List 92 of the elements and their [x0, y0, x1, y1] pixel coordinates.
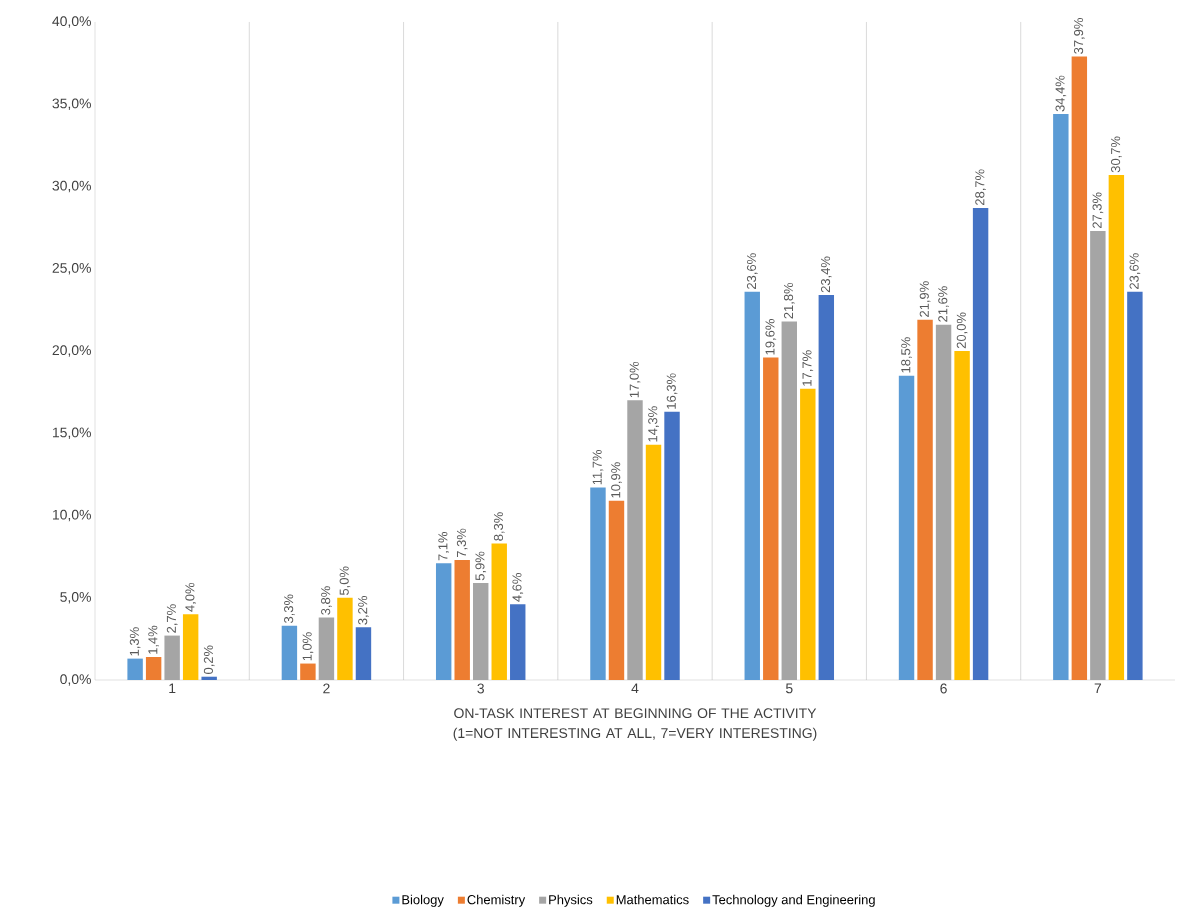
- data-label: 34,4%: [1055, 75, 1067, 112]
- bar: [954, 351, 970, 680]
- bar: [300, 663, 316, 680]
- y-tick-label: 35,0%: [52, 98, 91, 110]
- bar: [182, 614, 199, 680]
- data-label: 23,6%: [1129, 253, 1141, 289]
- data-label: 17,0%: [629, 361, 641, 398]
- data-label: 21,9%: [919, 281, 931, 317]
- data-label: 21,8%: [783, 282, 795, 319]
- legend-label: Technology and Engineering: [712, 894, 875, 907]
- bar: [127, 658, 143, 680]
- y-tick-label: 30,0%: [52, 180, 91, 193]
- data-label: 17,7%: [802, 350, 814, 386]
- bar: [1108, 174, 1125, 680]
- legend-label: Biology: [402, 894, 444, 907]
- data-label: 1,4%: [148, 625, 159, 654]
- bar: [744, 291, 760, 680]
- bar: [800, 388, 816, 680]
- data-label: 37,9%: [1073, 18, 1085, 54]
- legend-label: Chemistry: [467, 894, 526, 907]
- legend-label: Mathematics: [616, 894, 689, 905]
- data-label: 11,7%: [592, 450, 604, 485]
- data-label: 20,0%: [956, 312, 968, 349]
- bar: [454, 559, 470, 680]
- data-label: 23,6%: [746, 253, 758, 289]
- data-label: 3,2%: [358, 596, 369, 625]
- data-label: 2,7%: [166, 604, 178, 633]
- data-label: 18,5%: [901, 337, 912, 373]
- data-label: 27,3%: [1092, 192, 1104, 229]
- bar: [510, 604, 526, 680]
- bar: [1090, 230, 1106, 680]
- bar: [818, 295, 835, 680]
- data-label: 4,6%: [512, 573, 524, 602]
- data-label: 3,8%: [321, 586, 332, 615]
- y-tick-label: 0,0%: [60, 674, 91, 686]
- bar: [608, 500, 625, 680]
- bar: [201, 676, 217, 680]
- data-label: 1,0%: [302, 632, 314, 661]
- bar: [491, 543, 507, 680]
- x-tick-label: 6: [940, 683, 947, 694]
- x-tick-label: 3: [477, 683, 484, 694]
- bar: [917, 319, 933, 680]
- data-label: 28,7%: [975, 169, 986, 206]
- bar: [281, 625, 298, 680]
- y-tick-label: 40,0%: [52, 16, 91, 28]
- data-label: 3,3%: [284, 594, 295, 624]
- y-tick-label: 10,0%: [52, 509, 91, 522]
- data-label: 5,9%: [475, 551, 487, 581]
- y-tick-label: 20,0%: [52, 345, 91, 357]
- data-label: 14,3%: [648, 406, 659, 442]
- data-label: 21,6%: [938, 286, 949, 322]
- bar: [1071, 56, 1088, 680]
- bar: [435, 563, 452, 680]
- data-label: 23,4%: [820, 256, 832, 293]
- bar: [627, 400, 643, 680]
- data-label: 7,1%: [438, 531, 450, 561]
- bar: [898, 375, 915, 680]
- data-label: 7,3%: [456, 528, 468, 558]
- data-label: 8,3%: [493, 512, 505, 541]
- bar: [781, 321, 797, 680]
- bar: [972, 207, 989, 680]
- data-label: 10,9%: [611, 462, 622, 498]
- y-tick-label: 5,0%: [60, 591, 91, 604]
- x-tick-label: 4: [631, 683, 639, 694]
- bar: [318, 617, 335, 680]
- data-label: 0,2%: [203, 645, 215, 675]
- data-label: 19,6%: [765, 319, 777, 355]
- data-label: 5,0%: [339, 566, 351, 596]
- y-tick-label: 25,0%: [52, 262, 91, 275]
- bar: [1127, 291, 1143, 680]
- bar: [590, 487, 606, 680]
- bar: [1053, 114, 1069, 680]
- x-tick-label: 5: [785, 683, 793, 694]
- data-label: 4,0%: [185, 582, 197, 612]
- bar: [664, 411, 680, 680]
- y-tick-label: 15,0%: [52, 427, 91, 440]
- bar: [473, 582, 489, 680]
- x-tick-label: 2: [323, 683, 330, 694]
- legend-label: Physics: [549, 894, 593, 907]
- bar: [935, 324, 952, 680]
- bar: [355, 627, 372, 680]
- data-label: 16,3%: [666, 373, 678, 409]
- data-label: 1,3%: [129, 627, 141, 656]
- data-label: 30,7%: [1111, 136, 1122, 173]
- x-tick-label: 1: [169, 683, 176, 694]
- bar: [645, 444, 662, 680]
- bar: [145, 656, 162, 680]
- bar: [164, 635, 180, 680]
- x-axis-title: ON-TASK INTEREST AT BEGINNING OF THE ACTIVITY (1=NOT INTERESTING AT ALL, 7=VERY INTERESTING): [453, 708, 817, 741]
- x-tick-label: 7: [1094, 683, 1102, 694]
- bar: [337, 597, 353, 680]
- bar: [763, 357, 779, 680]
